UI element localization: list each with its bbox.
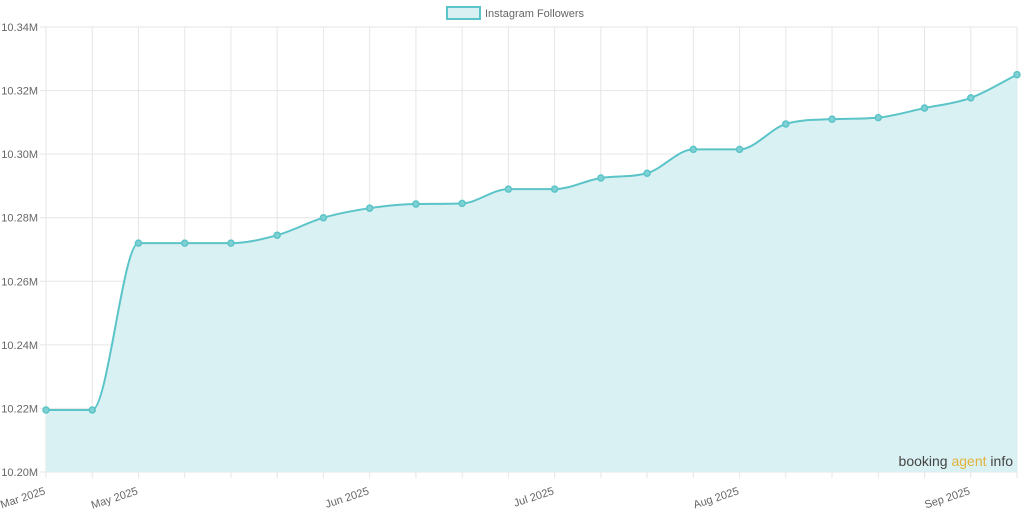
y-axis: 10.20M 10.22M 10.24M 10.26M 10.28M 10.30M 10.3… xyxy=(1,22,38,479)
points-layer xyxy=(42,70,1021,414)
data-point[interactable] xyxy=(227,239,235,247)
legend-swatch[interactable] xyxy=(446,6,481,20)
x-axis: Mar 2025 May 2025 Jun 2025 Jul 2025 Aug 2025… xyxy=(0,485,972,511)
y-tick-label: 10.26M xyxy=(1,276,38,288)
data-point[interactable] xyxy=(920,104,929,112)
legend-label[interactable]: Instagram Followers xyxy=(485,8,585,20)
data-point[interactable] xyxy=(365,204,374,212)
y-tick-label: 10.32M xyxy=(1,86,38,98)
watermark: booking agent info xyxy=(899,453,1014,469)
data-point[interactable] xyxy=(689,145,698,154)
data-point[interactable] xyxy=(134,239,143,247)
data-point[interactable] xyxy=(273,231,281,239)
y-tick-label: 10.24M xyxy=(1,340,38,352)
data-point[interactable] xyxy=(550,185,559,193)
data-point[interactable] xyxy=(597,174,605,182)
y-tick-label: 10.20M xyxy=(1,467,38,479)
y-tick-label: 10.34M xyxy=(1,22,38,34)
data-point[interactable] xyxy=(180,239,189,247)
data-point[interactable] xyxy=(1013,70,1021,79)
area-layer xyxy=(45,73,1018,472)
data-point[interactable] xyxy=(319,213,328,222)
data-point[interactable] xyxy=(782,120,790,128)
data-point[interactable] xyxy=(412,200,420,208)
y-tick-label: 10.22M xyxy=(1,403,38,415)
data-point[interactable] xyxy=(458,199,466,208)
y-tick-label: 10.30M xyxy=(1,149,38,161)
watermark-part1: booking xyxy=(899,453,952,469)
data-point[interactable] xyxy=(735,145,744,154)
x-tick-label: Aug 2025 xyxy=(692,485,741,511)
data-point[interactable] xyxy=(967,94,975,102)
data-point[interactable] xyxy=(643,169,651,177)
x-tick-label: Jun 2025 xyxy=(324,485,371,510)
legend[interactable]: Instagram Followers xyxy=(446,6,585,20)
svg-text:booking agent info: booking agent info xyxy=(899,453,1014,469)
x-tick-label: May 2025 xyxy=(90,485,140,511)
x-tick-label: Mar 2025 xyxy=(0,485,47,511)
data-point[interactable] xyxy=(88,406,96,414)
data-point[interactable] xyxy=(828,115,836,123)
x-tick-label: Jul 2025 xyxy=(512,485,555,509)
x-tick-label: Sep 2025 xyxy=(923,485,972,511)
watermark-part3: info xyxy=(987,453,1014,469)
data-point[interactable] xyxy=(42,406,50,414)
data-point[interactable] xyxy=(504,185,513,193)
data-point[interactable] xyxy=(874,113,883,122)
series-area-fill xyxy=(46,74,1017,472)
y-tick-label: 10.28M xyxy=(1,213,38,225)
watermark-part2: agent xyxy=(951,453,986,469)
